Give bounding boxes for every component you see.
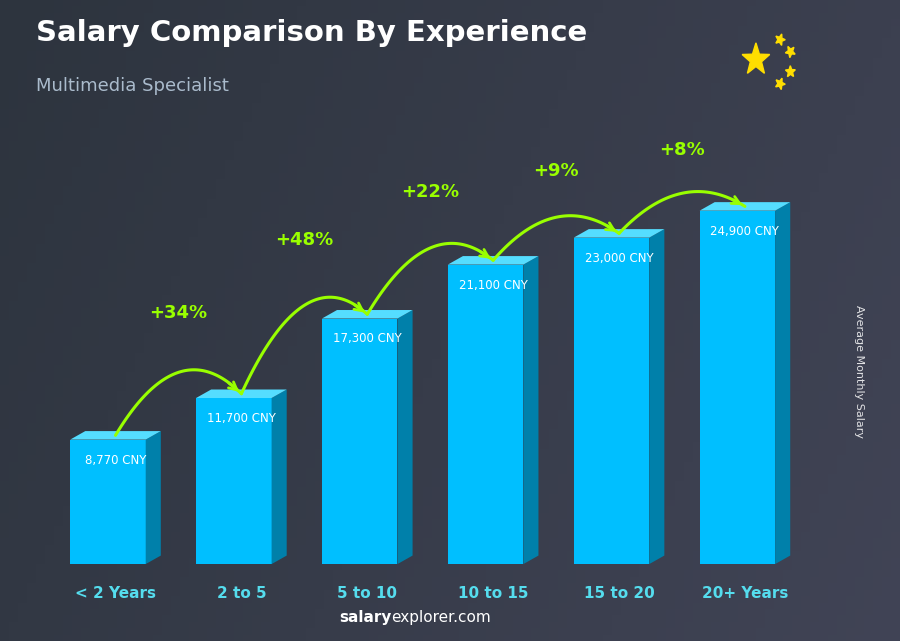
Polygon shape [398, 310, 412, 564]
Polygon shape [272, 390, 287, 564]
Polygon shape [776, 34, 785, 46]
Text: 23,000 CNY: 23,000 CNY [585, 251, 653, 265]
Text: 17,300 CNY: 17,300 CNY [333, 333, 401, 345]
Text: 24,900 CNY: 24,900 CNY [710, 224, 779, 238]
Polygon shape [70, 431, 161, 440]
Polygon shape [775, 202, 790, 564]
Polygon shape [699, 211, 775, 564]
Text: +8%: +8% [659, 141, 705, 159]
Polygon shape [699, 202, 790, 211]
Polygon shape [322, 319, 398, 564]
Polygon shape [649, 229, 664, 564]
Polygon shape [70, 440, 146, 564]
Polygon shape [448, 256, 538, 265]
Text: 21,100 CNY: 21,100 CNY [459, 278, 527, 292]
Polygon shape [742, 43, 770, 73]
Polygon shape [573, 229, 664, 238]
Text: Multimedia Specialist: Multimedia Specialist [36, 77, 229, 95]
Text: 5 to 10: 5 to 10 [338, 586, 397, 601]
Polygon shape [196, 398, 272, 564]
Text: Average Monthly Salary: Average Monthly Salary [854, 305, 865, 438]
Text: explorer.com: explorer.com [392, 610, 491, 625]
Text: salary: salary [339, 610, 392, 625]
Polygon shape [196, 390, 287, 398]
Text: +34%: +34% [149, 304, 208, 322]
Text: < 2 Years: < 2 Years [75, 586, 156, 601]
Text: +48%: +48% [275, 231, 333, 249]
Text: 10 to 15: 10 to 15 [458, 586, 528, 601]
Text: 15 to 20: 15 to 20 [584, 586, 654, 601]
Text: 2 to 5: 2 to 5 [217, 586, 266, 601]
Text: 8,770 CNY: 8,770 CNY [85, 454, 146, 467]
Polygon shape [524, 256, 538, 564]
Text: +9%: +9% [534, 162, 579, 179]
Polygon shape [786, 66, 796, 77]
Polygon shape [776, 78, 785, 90]
Polygon shape [322, 310, 412, 319]
Polygon shape [448, 265, 524, 564]
Polygon shape [146, 431, 161, 564]
Text: Salary Comparison By Experience: Salary Comparison By Experience [36, 19, 587, 47]
Polygon shape [786, 46, 795, 58]
Text: +22%: +22% [401, 183, 459, 201]
Polygon shape [573, 238, 649, 564]
Text: 20+ Years: 20+ Years [702, 586, 788, 601]
Text: 11,700 CNY: 11,700 CNY [207, 412, 275, 425]
